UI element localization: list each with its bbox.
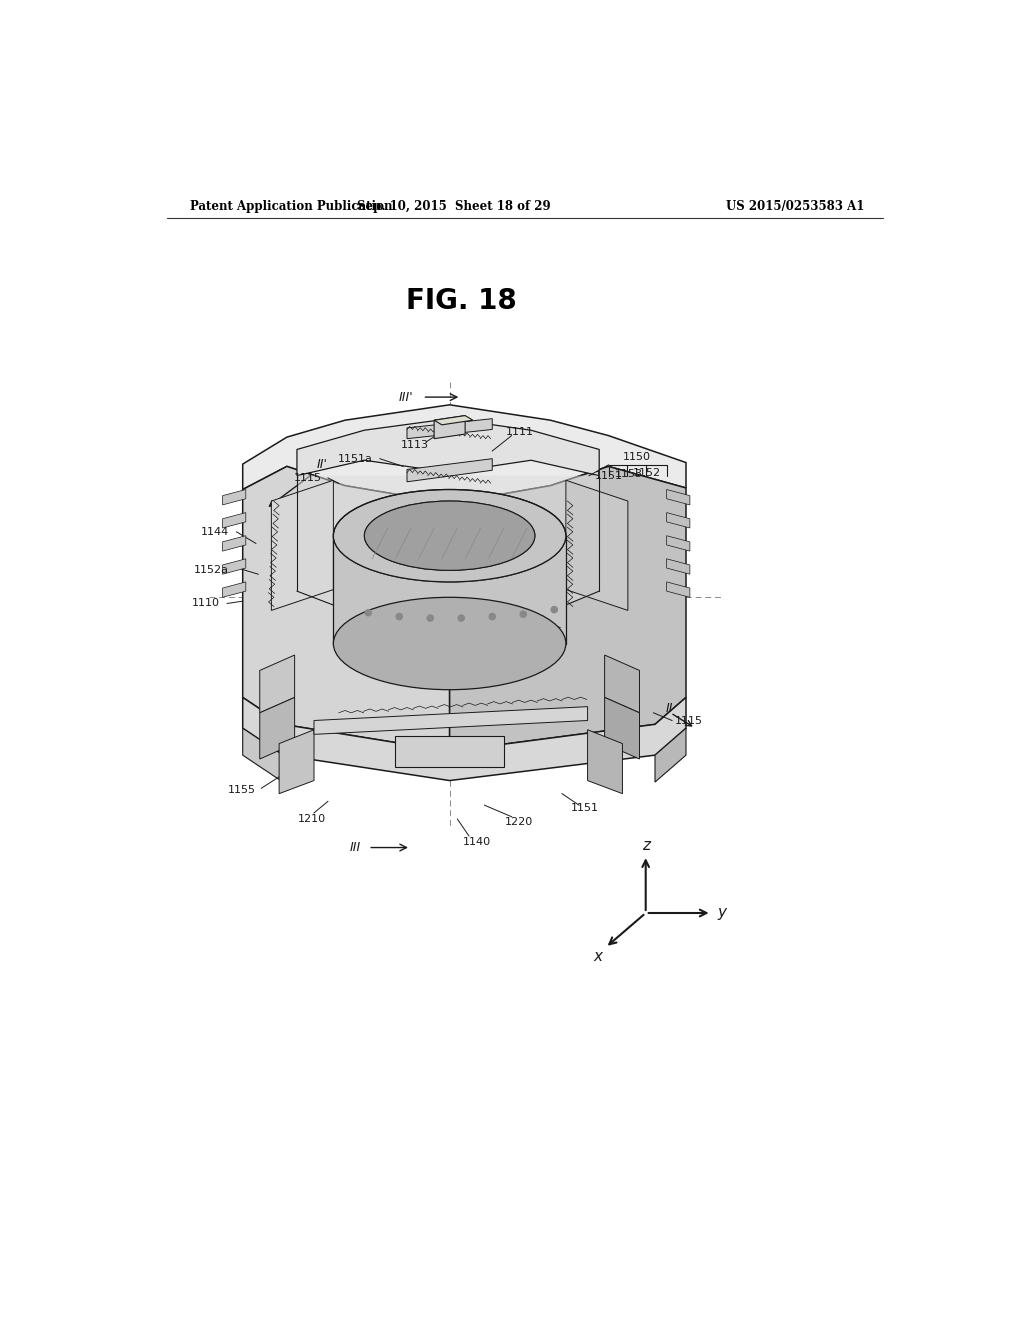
Polygon shape [297, 418, 599, 475]
Text: 1144: 1144 [201, 527, 228, 537]
Text: II: II [666, 702, 674, 715]
Circle shape [366, 610, 372, 615]
Text: z: z [642, 838, 649, 853]
Text: 1153: 1153 [614, 469, 643, 479]
Polygon shape [222, 490, 246, 506]
Text: 1111: 1111 [506, 426, 534, 437]
Circle shape [396, 614, 402, 619]
Text: 1151a: 1151a [338, 454, 373, 463]
Polygon shape [222, 582, 246, 597]
Text: Sep. 10, 2015  Sheet 18 of 29: Sep. 10, 2015 Sheet 18 of 29 [356, 199, 550, 213]
Circle shape [520, 611, 526, 618]
Polygon shape [314, 706, 588, 734]
Ellipse shape [365, 502, 535, 570]
Polygon shape [407, 418, 493, 438]
Circle shape [427, 615, 433, 622]
Polygon shape [604, 697, 640, 759]
Polygon shape [667, 536, 690, 552]
Polygon shape [604, 655, 640, 713]
Polygon shape [243, 697, 686, 780]
Polygon shape [337, 626, 562, 645]
Polygon shape [434, 416, 465, 438]
Polygon shape [222, 536, 246, 552]
Text: 1115: 1115 [294, 473, 322, 483]
Text: III: III [349, 841, 360, 854]
Polygon shape [243, 729, 283, 781]
Polygon shape [222, 558, 246, 574]
Text: 1150: 1150 [624, 453, 651, 462]
Polygon shape [243, 466, 450, 751]
Polygon shape [667, 582, 690, 597]
Text: 1140: 1140 [463, 837, 490, 847]
Polygon shape [655, 729, 686, 781]
Polygon shape [450, 466, 686, 751]
Polygon shape [280, 730, 314, 793]
Circle shape [489, 614, 496, 619]
Text: 1113: 1113 [400, 440, 429, 450]
Text: x: x [593, 949, 602, 964]
Polygon shape [260, 655, 295, 713]
Text: 1115: 1115 [675, 715, 703, 726]
Text: 1151: 1151 [595, 471, 624, 480]
Polygon shape [243, 405, 686, 503]
Text: 1152: 1152 [633, 469, 662, 478]
Text: y: y [717, 906, 726, 920]
Polygon shape [667, 512, 690, 528]
Text: FIG. 18: FIG. 18 [406, 286, 517, 315]
Polygon shape [667, 490, 690, 506]
Polygon shape [407, 459, 493, 482]
Text: 1110: 1110 [191, 598, 219, 609]
Text: Patent Application Publication: Patent Application Publication [190, 199, 392, 213]
Circle shape [551, 607, 557, 612]
Text: 1151: 1151 [571, 803, 599, 813]
Polygon shape [434, 416, 473, 425]
Polygon shape [334, 536, 566, 644]
Polygon shape [566, 480, 628, 610]
Ellipse shape [334, 597, 566, 689]
Polygon shape [271, 480, 334, 610]
Text: III': III' [398, 391, 414, 404]
Polygon shape [260, 697, 295, 759]
Ellipse shape [365, 502, 535, 570]
Text: II': II' [316, 458, 328, 471]
Text: 1155: 1155 [228, 785, 256, 795]
Ellipse shape [334, 490, 566, 582]
Polygon shape [588, 730, 623, 793]
Polygon shape [395, 737, 504, 767]
Circle shape [458, 615, 464, 622]
Text: US 2015/0253583 A1: US 2015/0253583 A1 [726, 199, 864, 213]
Polygon shape [222, 512, 246, 528]
Text: 1152a: 1152a [194, 565, 228, 576]
Polygon shape [667, 558, 690, 574]
Text: 1210: 1210 [298, 814, 326, 824]
Text: 1220: 1220 [505, 817, 534, 828]
Polygon shape [297, 475, 599, 619]
